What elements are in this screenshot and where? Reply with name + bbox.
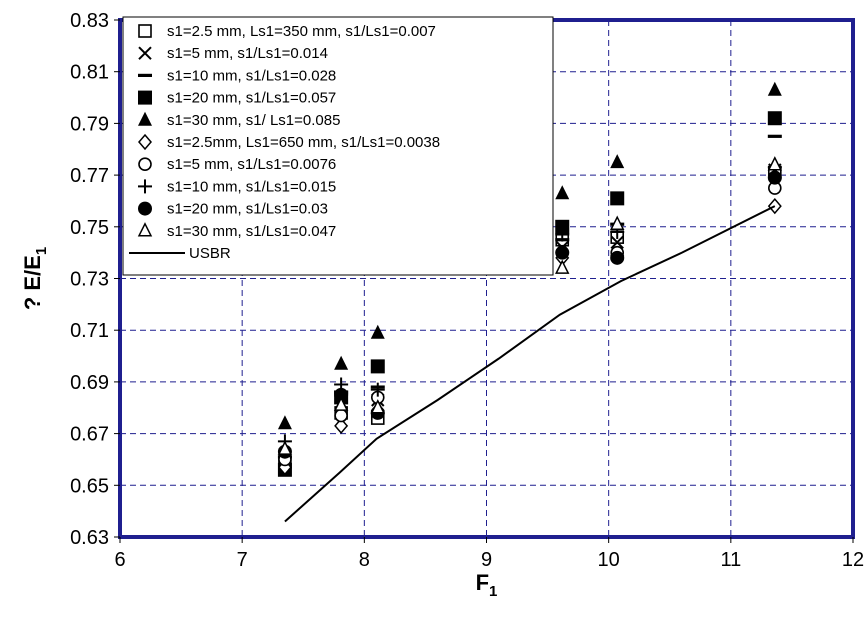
y-tick-label: 0.71 — [70, 320, 109, 342]
y-axis-title-main: ? E/E — [20, 255, 45, 310]
data-point — [370, 399, 385, 414]
legend-marker — [138, 73, 152, 77]
data-point — [370, 324, 385, 339]
legend-item: s1=2.5mm, Ls1=650 mm, s1/Ls1=0.0038 — [138, 133, 440, 151]
legend-marker — [138, 24, 152, 38]
data-point — [555, 259, 570, 274]
data-point — [334, 387, 349, 402]
axes: 6 7 8 9 10 11 12 0.63 0.65 0.67 0.69 0.71 0.73 0.75 0.… — [70, 10, 864, 571]
x-tick-label: 8 — [359, 549, 370, 571]
x-tick-label: 12 — [842, 549, 864, 571]
x-tick-label: 6 — [114, 549, 125, 571]
data-point — [370, 359, 385, 374]
legend-label: s1=10 mm, s1/Ls1=0.028 — [167, 67, 336, 84]
legend: s1=2.5 mm, Ls1=350 mm, s1/Ls1=0.007 s1=5 … — [122, 16, 554, 276]
legend-marker — [137, 222, 153, 237]
data-point — [370, 382, 385, 397]
series-5 — [277, 81, 782, 430]
legend-label: s1=5 mm, s1/Ls1=0.014 — [167, 45, 328, 62]
y-tick-label: 0.63 — [70, 527, 109, 549]
legend-marker-stroke — [138, 46, 152, 60]
y-tick-label: 0.83 — [70, 10, 109, 32]
data-point — [334, 417, 349, 434]
legend-marker — [138, 133, 152, 151]
y-tick-label: 0.75 — [70, 217, 109, 239]
data-point-stroke — [610, 235, 624, 250]
legend-item: s1=2.5 mm, Ls1=350 mm, s1/Ls1=0.007 — [138, 23, 436, 40]
data-point — [610, 250, 625, 265]
legend-label: USBR — [189, 245, 231, 262]
data-point — [333, 396, 349, 411]
data-point — [334, 408, 348, 423]
legend-label: s1=5 mm, s1/Ls1=0.0076 — [167, 156, 336, 173]
legend-box — [122, 16, 554, 276]
data-point — [334, 355, 349, 370]
x-tick-label: 10 — [598, 549, 620, 571]
x-axis-title: F1 — [476, 570, 498, 600]
data-point — [555, 219, 570, 234]
legend-label: s1=10 mm, s1/Ls1=0.015 — [167, 178, 336, 195]
legend-item: s1=30 mm, s1/Ls1=0.047 — [137, 222, 336, 240]
series-8 — [277, 160, 782, 449]
legend-item: s1=20 mm, s1/Ls1=0.057 — [138, 90, 336, 107]
legend-item: s1=30 mm, s1/ Ls1=0.085 — [138, 111, 340, 129]
x-axis-title-subscript: 1 — [489, 583, 497, 600]
legend-label: s1=20 mm, s1/Ls1=0.057 — [167, 90, 336, 107]
data-series — [277, 81, 783, 523]
legend-label: s1=30 mm, s1/Ls1=0.047 — [167, 223, 336, 240]
legend-label: s1=2.5mm, Ls1=650 mm, s1/Ls1=0.0038 — [167, 134, 440, 151]
y-tick-label: 0.81 — [70, 62, 109, 84]
x-tick-label: 11 — [720, 549, 741, 571]
y-tick-label: 0.65 — [70, 475, 109, 497]
y-tick-label: 0.73 — [70, 269, 109, 291]
series-11 — [284, 205, 776, 523]
data-point — [767, 111, 782, 126]
legend-marker — [138, 111, 152, 126]
data-point — [555, 245, 570, 260]
legend-item: s1=5 mm, s1/Ls1=0.014 — [138, 45, 328, 62]
legend-item: s1=10 mm, s1/Ls1=0.015 — [138, 178, 336, 195]
legend-marker — [138, 179, 152, 194]
series-10 — [277, 156, 783, 455]
x-tick-label: 7 — [237, 549, 248, 571]
legend-label: s1=30 mm, s1/ Ls1=0.085 — [167, 112, 340, 129]
y-axis-title-subscript: 1 — [33, 247, 50, 255]
y-tick-label: 0.79 — [70, 113, 109, 135]
x-axis-title-main: F — [476, 570, 489, 595]
data-point — [767, 134, 782, 138]
legend-marker — [138, 201, 152, 216]
data-point — [277, 415, 292, 430]
y-tick-label: 0.67 — [70, 424, 109, 446]
legend-item: s1=10 mm, s1/Ls1=0.028 — [138, 67, 336, 84]
usbr-curve — [284, 205, 776, 523]
data-point — [610, 154, 625, 169]
data-point — [277, 440, 293, 455]
legend-marker — [138, 46, 152, 60]
data-point — [610, 235, 624, 250]
data-point — [767, 81, 782, 96]
y-tick-label: 0.69 — [70, 372, 109, 394]
legend-item: s1=20 mm, s1/Ls1=0.03 — [138, 201, 328, 218]
legend-label: s1=2.5 mm, Ls1=350 mm, s1/Ls1=0.007 — [167, 23, 436, 40]
data-point — [610, 215, 625, 230]
data-point — [555, 185, 570, 200]
legend-item: s1=5 mm, s1/Ls1=0.0076 — [138, 156, 336, 173]
data-point — [767, 170, 782, 185]
data-point — [610, 191, 625, 206]
legend-item: USBR — [129, 245, 231, 262]
data-point — [555, 227, 570, 242]
data-point — [767, 156, 783, 171]
y-axis-title: ? E/E1 — [20, 247, 50, 310]
y-tick-label: 0.77 — [70, 165, 109, 187]
x-tick-label: 9 — [481, 549, 492, 571]
legend-marker — [138, 157, 152, 171]
legend-label: s1=20 mm, s1/Ls1=0.03 — [167, 201, 328, 218]
legend-marker — [138, 90, 152, 105]
